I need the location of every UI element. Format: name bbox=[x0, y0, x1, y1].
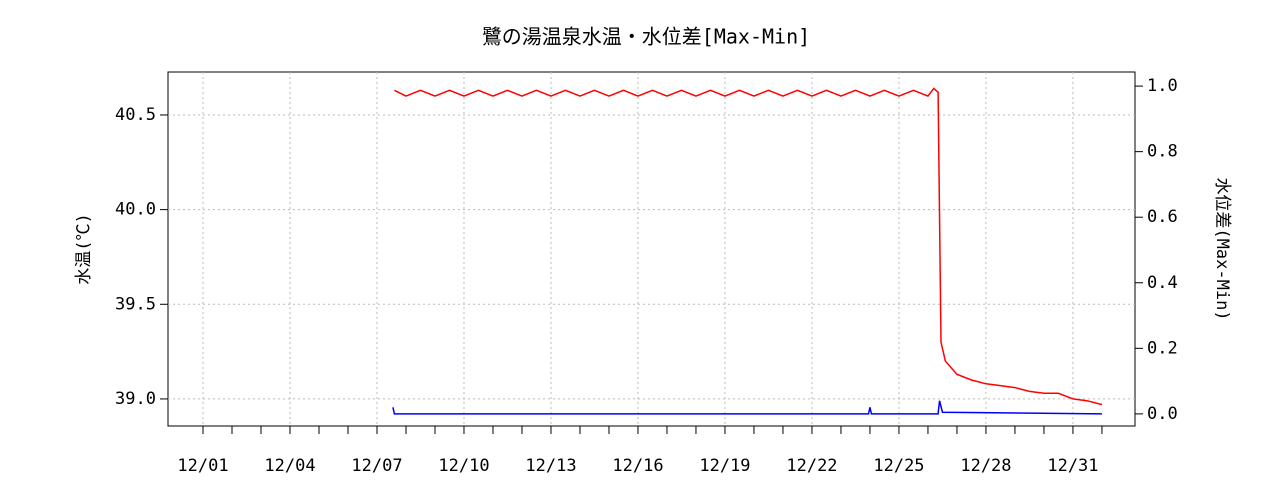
y-tick-label: 39.0 bbox=[115, 389, 156, 409]
x-tick-label: 12/07 bbox=[351, 456, 402, 476]
y-tick-label: 40.0 bbox=[115, 200, 156, 220]
x-tick-label: 12/25 bbox=[873, 456, 924, 476]
x-tick-label: 12/10 bbox=[438, 456, 489, 476]
data-line bbox=[394, 87, 1103, 406]
x-tick-label: 12/04 bbox=[264, 456, 315, 476]
y2-tick-label: 0.0 bbox=[1147, 404, 1178, 424]
x-tick-label: 12/31 bbox=[1047, 456, 1098, 476]
x-tick-label: 12/16 bbox=[612, 456, 663, 476]
y-tick-label: 40.5 bbox=[115, 105, 156, 125]
y2-axis-label: 水位差(Max-Min) bbox=[1212, 177, 1232, 320]
x-tick-label: 12/28 bbox=[960, 456, 1011, 476]
y2-tick-label: 0.2 bbox=[1147, 338, 1178, 358]
plot-frame bbox=[167, 71, 1136, 427]
y2-tick-label: 0.4 bbox=[1147, 273, 1178, 293]
x-tick-label: 12/13 bbox=[525, 456, 576, 476]
y2-tick-label: 0.8 bbox=[1147, 142, 1178, 162]
x-tick-label: 12/22 bbox=[786, 456, 837, 476]
x-tick-label: 12/19 bbox=[699, 456, 750, 476]
y2-tick-label: 1.0 bbox=[1147, 76, 1178, 96]
data-line bbox=[392, 400, 1102, 415]
chart-title: 鷺の湯温泉水温・水位差[Max-Min] bbox=[482, 25, 810, 49]
y-axis-label: 水温(℃) bbox=[74, 213, 94, 284]
x-tick-label: 12/01 bbox=[177, 456, 228, 476]
y-tick-label: 39.5 bbox=[115, 294, 156, 314]
y2-tick-label: 0.6 bbox=[1147, 207, 1178, 227]
